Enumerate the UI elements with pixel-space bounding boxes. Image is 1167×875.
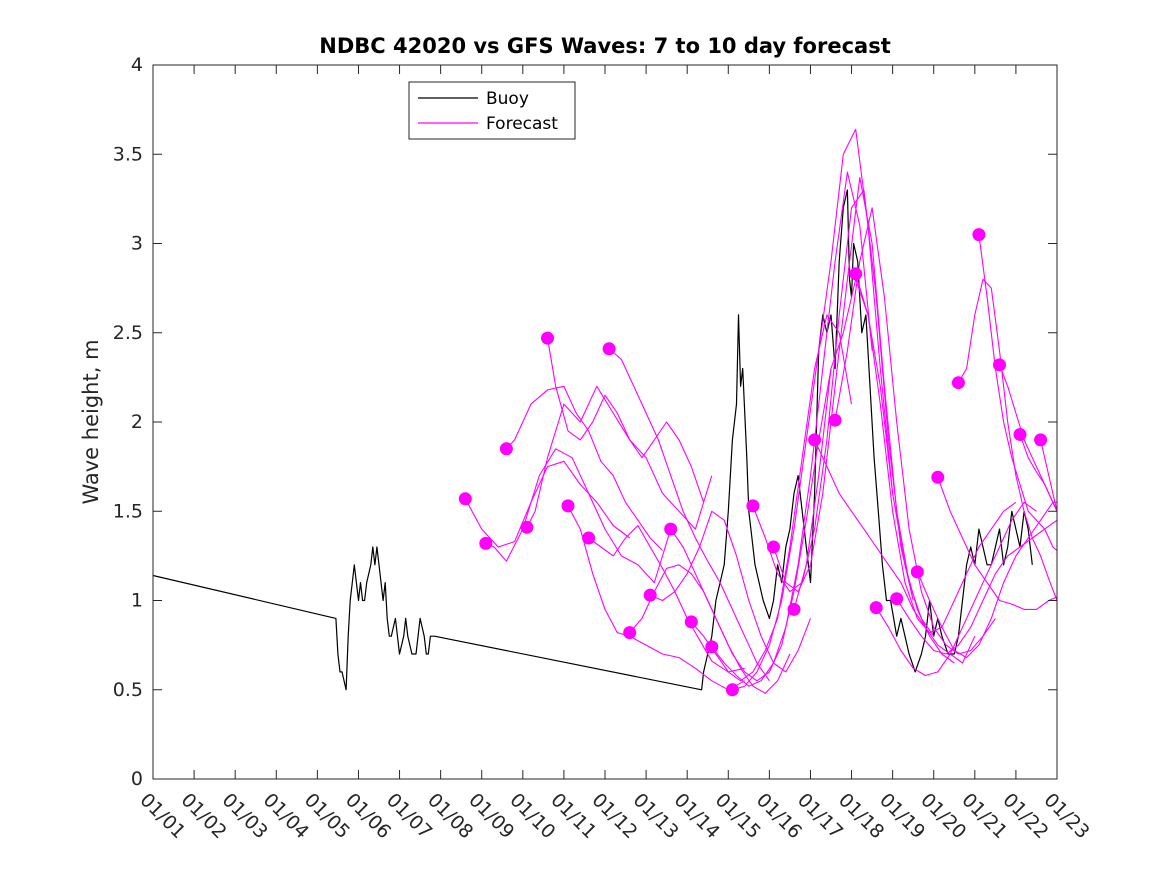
forecast-start-marker-14 [725, 683, 739, 697]
forecast-series-line-12 [690, 314, 853, 682]
forecast-series-line-8 [608, 348, 770, 682]
forecast-series-line-25 [957, 278, 1058, 601]
forecast-series-line-26 [978, 234, 1058, 551]
forecast-start-marker-5 [541, 331, 554, 345]
forecast-start-marker-25 [951, 376, 965, 390]
forecast-start-marker-1 [458, 492, 472, 506]
forecast-start-marker-8 [602, 342, 616, 356]
plot-area [153, 65, 1057, 779]
y-tick-label: 2 [131, 411, 143, 433]
forecast-start-marker-13 [705, 640, 719, 654]
forecast-start-marker-4 [520, 520, 534, 534]
forecast-start-marker-6 [561, 499, 575, 513]
forecast-series-line-22 [896, 519, 1058, 655]
y-tick-label: 1 [131, 590, 143, 612]
forecast-start-marker-16 [767, 540, 780, 554]
forecast-start-marker-20 [849, 267, 863, 281]
forecast-start-marker-12 [684, 615, 698, 629]
forecast-series-line-5 [546, 338, 705, 503]
y-tick-label: 2.5 [113, 322, 143, 344]
forecast-start-marker-10 [643, 588, 657, 602]
forecast-series-line-13 [711, 171, 873, 687]
forecast-start-marker-29 [1034, 433, 1048, 447]
forecast-start-marker-26 [972, 228, 986, 242]
forecast-series-line-24 [937, 477, 1058, 610]
series-layer [152, 128, 1058, 694]
forecast-start-marker-23 [910, 565, 924, 579]
forecast-series-line-10 [649, 510, 812, 673]
forecast-start-marker-7 [582, 531, 596, 545]
forecast-series-line-21 [875, 501, 1037, 677]
y-tick-label: 4 [131, 54, 143, 76]
forecast-start-marker-28 [1013, 428, 1027, 441]
forecast-series-line-29 [1040, 439, 1058, 512]
legend-forecast-label: Forecast [486, 114, 558, 134]
forecast-start-marker-22 [890, 592, 904, 606]
forecast-series-line-1 [464, 460, 631, 548]
forecast-start-marker-27 [993, 358, 1006, 372]
forecast-series-line-3 [505, 385, 663, 551]
forecast-series-line-15 [752, 189, 914, 601]
forecast-start-marker-11 [664, 522, 678, 536]
y-tick-label: 1.5 [113, 500, 143, 522]
forecast-series-line-6 [567, 505, 745, 691]
forecast-series-line-17 [793, 278, 955, 664]
y-tick-label: 3 [131, 233, 143, 255]
forecast-start-marker-17 [787, 602, 801, 616]
forecast-series-line-11 [670, 368, 832, 682]
marker-layer [458, 228, 1048, 697]
buoy-series-line [152, 189, 1033, 691]
legend: Buoy Forecast [408, 81, 576, 140]
forecast-start-marker-18 [808, 433, 822, 447]
forecast-start-marker-21 [869, 601, 883, 615]
forecast-start-marker-15 [746, 499, 760, 513]
legend-box [408, 81, 576, 140]
forecast-series-line-28 [1019, 434, 1058, 512]
forecast-start-marker-9 [623, 626, 637, 640]
forecast-start-marker-19 [828, 413, 842, 427]
legend-buoy-label: Buoy [486, 89, 529, 109]
chart-title: NDBC 42020 vs GFS Waves: 7 to 10 day for… [319, 34, 890, 58]
forecast-start-marker-3 [499, 442, 513, 456]
y-tick-label: 0.5 [113, 679, 143, 701]
y-tick-label: 3.5 [113, 143, 143, 165]
forecast-series-line-2 [485, 448, 672, 584]
forecast-series-line-20 [855, 273, 1017, 634]
forecast-start-marker-2 [479, 536, 493, 550]
forecast-series-line-23 [916, 501, 1057, 659]
forecast-series-line-7 [588, 524, 745, 673]
y-tick-label: 0 [131, 768, 143, 790]
forecast-start-marker-24 [931, 470, 945, 484]
forecast-series-line-19 [834, 207, 996, 655]
forecast-series-line-4 [526, 385, 713, 530]
y-axis-label: Wave height, m [79, 339, 103, 504]
